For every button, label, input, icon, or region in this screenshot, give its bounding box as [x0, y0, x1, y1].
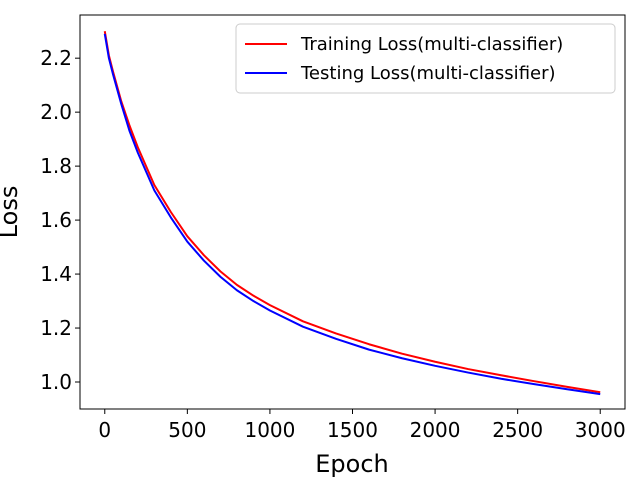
y-tick-label: 2.0 — [40, 100, 72, 124]
series-layer — [103, 31, 601, 396]
y-axis-ticks: 1.0 1.2 1.4 1.6 1.8 2.0 2.2 — [40, 46, 80, 394]
legend-label-training: Training Loss(multi-classifier) — [300, 34, 563, 55]
y-tick-label: 1.2 — [40, 316, 72, 340]
x-tick-label: 2500 — [492, 418, 543, 442]
y-tick-label: 2.2 — [40, 46, 72, 70]
x-axis-ticks: 0 500 1000 1500 2000 2500 3000 — [98, 409, 626, 442]
x-tick-label: 1000 — [244, 418, 295, 442]
legend-label-testing: Testing Loss(multi-classifier) — [300, 63, 556, 84]
legend: Training Loss(multi-classifier) Testing … — [235, 23, 616, 94]
x-tick-label: 1500 — [327, 418, 378, 442]
y-tick-label: 1.4 — [40, 262, 72, 286]
y-tick-label: 1.8 — [40, 154, 72, 178]
x-tick-label: 0 — [98, 418, 111, 442]
y-tick-label: 1.0 — [40, 370, 72, 394]
x-axis-title: Epoch — [315, 450, 389, 478]
x-tick-label: 500 — [168, 418, 206, 442]
x-tick-label: 2000 — [410, 418, 461, 442]
y-tick-label: 1.6 — [40, 208, 72, 232]
y-axis-title: Loss — [0, 186, 23, 239]
series-line-1 — [103, 33, 601, 396]
x-tick-label: 3000 — [575, 418, 626, 442]
legend-box — [235, 23, 616, 94]
series-line-0 — [103, 31, 601, 394]
